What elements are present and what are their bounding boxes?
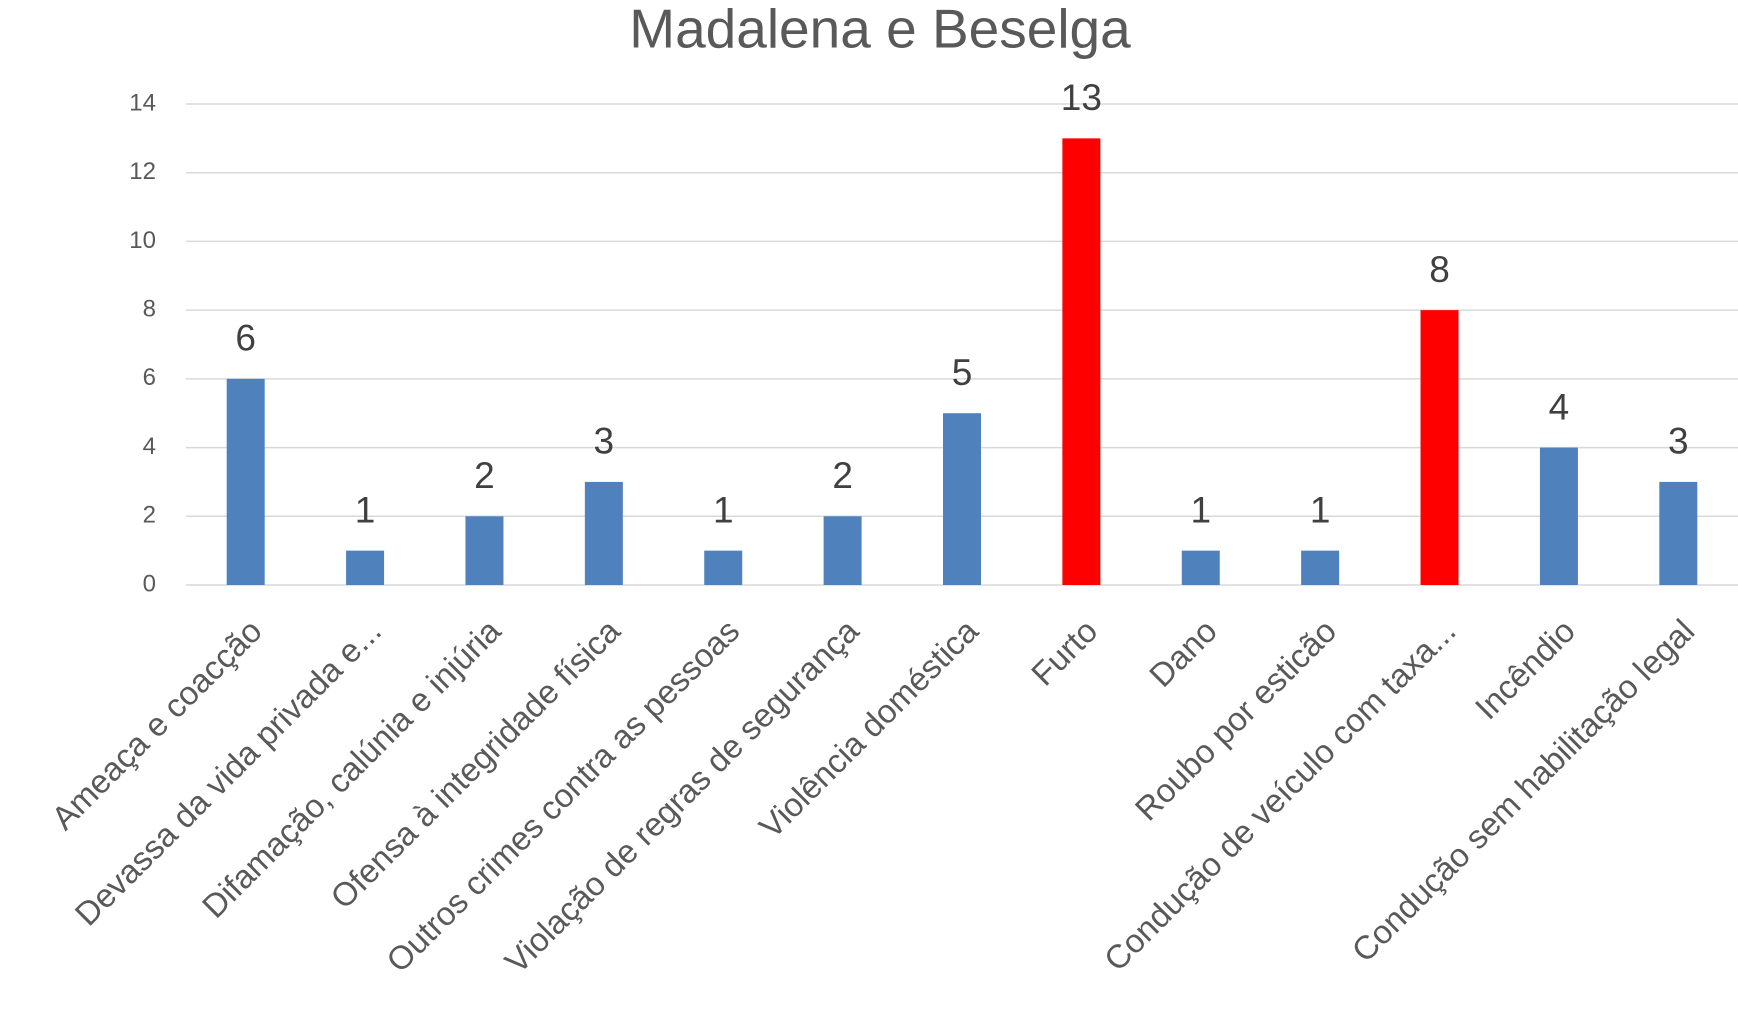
bar (1420, 310, 1459, 585)
bar (943, 413, 981, 585)
data-label: 3 (1668, 421, 1689, 462)
data-label: 8 (1429, 249, 1450, 290)
data-label: 1 (355, 489, 376, 530)
data-label: 6 (235, 318, 256, 359)
y-tick-label: 14 (129, 89, 156, 116)
data-label: 1 (1310, 489, 1331, 530)
data-label: 3 (594, 421, 615, 462)
bar (1659, 481, 1698, 585)
data-label: 4 (1549, 386, 1570, 427)
bar (584, 481, 623, 585)
x-tick-label: Ameaça e coacção (44, 612, 269, 837)
y-tick-label: 6 (143, 364, 156, 391)
bar (704, 550, 743, 585)
chart-title: Madalena e Beselga (629, 0, 1131, 60)
x-tick-label: Incêndio (1468, 612, 1582, 726)
x-tick-label: Dano (1142, 612, 1224, 694)
y-tick-label: 4 (143, 433, 156, 460)
data-label: 1 (713, 489, 734, 530)
bar (1539, 447, 1578, 585)
y-tick-label: 10 (129, 227, 156, 254)
data-label: 2 (832, 455, 853, 496)
bar (346, 550, 385, 585)
bar (1181, 550, 1220, 585)
y-tick-label: 8 (143, 295, 156, 322)
data-label: 13 (1061, 77, 1102, 118)
bar (1301, 550, 1340, 585)
y-tick-label: 12 (129, 158, 156, 185)
x-tick-label: Furto (1024, 612, 1105, 693)
bar (1062, 138, 1101, 585)
bar (465, 516, 504, 585)
y-tick-label: 0 (143, 570, 156, 597)
data-label: 5 (952, 352, 973, 393)
data-label: 2 (474, 455, 495, 496)
x-tick-label: Roubo por esticão (1128, 612, 1344, 828)
bar (226, 378, 265, 585)
x-tick-label: Violência doméstica (752, 612, 986, 846)
y-tick-label: 2 (143, 502, 156, 529)
data-label: 1 (1190, 489, 1211, 530)
bar (823, 516, 862, 585)
